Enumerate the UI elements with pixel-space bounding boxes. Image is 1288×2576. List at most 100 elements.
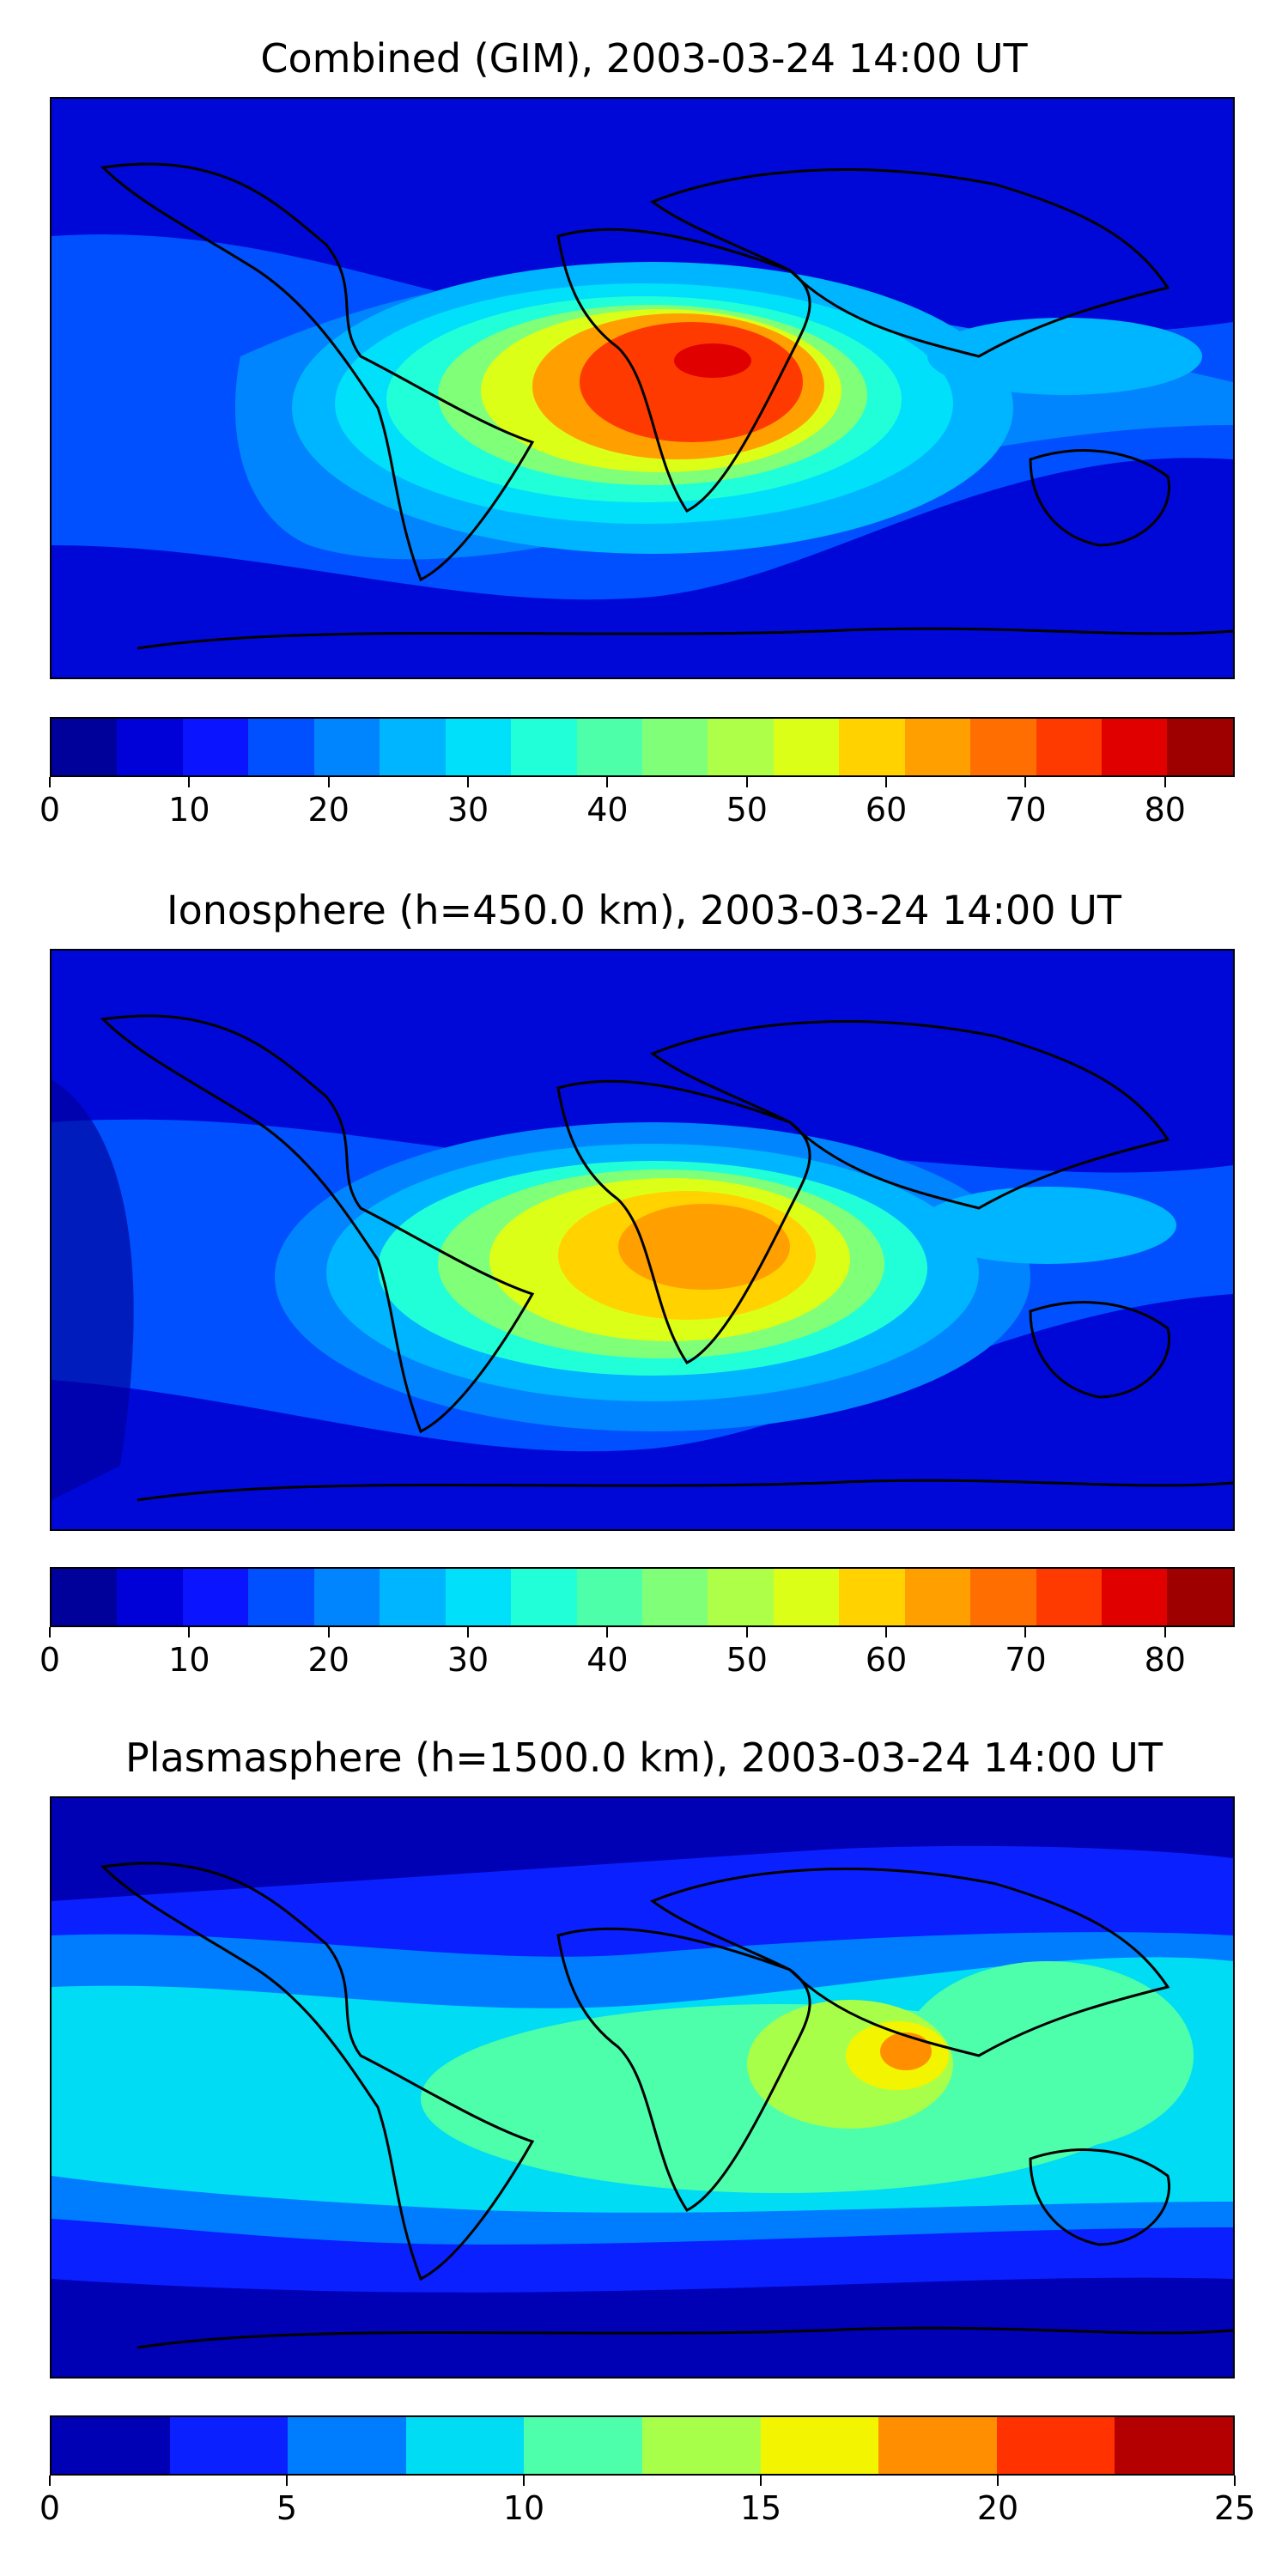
colorbar-segment	[380, 719, 446, 775]
colorbar-tick	[467, 1627, 470, 1637]
colorbar-tick	[745, 1627, 748, 1637]
colorbar-segment	[169, 2417, 289, 2474]
colorbar-segment	[52, 1569, 118, 1625]
colorbar-tick-label: 20	[976, 2489, 1019, 2527]
colorbar-tick-label: 5	[276, 2489, 298, 2527]
colorbar-segment	[117, 1569, 183, 1625]
colorbar-combined	[50, 717, 1235, 777]
colorbar-tick	[188, 1627, 191, 1637]
colorbar-tick	[523, 2476, 525, 2486]
colorbar-tick	[1024, 1627, 1027, 1637]
colorbar-segment	[1036, 1569, 1102, 1625]
colorbar-tick	[327, 1627, 330, 1637]
coastlines	[100, 1014, 1233, 1502]
colorbar-tick	[467, 777, 470, 787]
colorbar-tick-label: 30	[447, 1641, 489, 1679]
colorbar-segment	[380, 1569, 446, 1625]
colorbar-segment	[1102, 1569, 1168, 1625]
colorbar-segment	[904, 719, 971, 775]
colorbar-tick	[760, 2476, 762, 2486]
colorbar-segment	[641, 1569, 708, 1625]
colorbar-segment	[1115, 2417, 1233, 2474]
colorbar-tick-label: 10	[502, 2489, 545, 2527]
colorbar-tick-label: 0	[39, 2489, 61, 2527]
colorbar-tick-label: 60	[865, 791, 908, 829]
colorbar-ticks-combined: 0 10 20 30 40 50 60 70 80	[39, 777, 1235, 829]
colorbar-tick-label: 15	[739, 2489, 782, 2527]
colorbar-tick	[745, 777, 748, 787]
colorbar-tick-label: 20	[307, 791, 349, 829]
map-plasmasphere	[50, 1796, 1235, 2379]
tec-contours	[52, 1079, 1233, 1500]
colorbar-tick	[49, 1627, 51, 1637]
colorbar-segment	[839, 719, 905, 775]
colorbar-segment	[839, 1569, 905, 1625]
colorbar-tick	[327, 777, 330, 787]
colorbar-tick-label: 70	[1005, 791, 1047, 829]
colorbar-tick-label: 50	[726, 791, 768, 829]
colorbar-segment	[511, 719, 577, 775]
colorbar-segment	[1167, 719, 1233, 775]
colorbar-plasmasphere	[50, 2415, 1235, 2476]
colorbar-tick	[997, 2476, 999, 2486]
colorbar-tick	[1024, 777, 1027, 787]
colorbar-tick-label: 20	[307, 1641, 349, 1679]
colorbar-tick-label: 80	[1144, 791, 1186, 829]
colorbar-tick-label: 50	[726, 1641, 768, 1679]
colorbar-segment	[405, 2417, 525, 2474]
colorbar-segment	[641, 719, 708, 775]
map-combined-gim	[50, 97, 1235, 679]
colorbar-segment	[1036, 719, 1102, 775]
colorbar-segment	[708, 719, 774, 775]
coastlines	[100, 1862, 1233, 2349]
colorbar-segment	[313, 719, 380, 775]
colorbar-tick-label: 25	[1213, 2489, 1256, 2527]
colorbar-segment	[182, 1569, 249, 1625]
map-ionosphere	[50, 949, 1235, 1531]
colorbar-segment	[248, 719, 314, 775]
colorbar-segment	[52, 719, 118, 775]
colorbar-segment	[576, 1569, 642, 1625]
colorbar-tick-label: 40	[586, 791, 629, 829]
colorbar-ticks-ionosphere: 0 10 20 30 40 50 60 70 80	[39, 1627, 1235, 1679]
colorbar-segment	[904, 1569, 971, 1625]
colorbar-tick-label: 70	[1005, 1641, 1047, 1679]
coastlines	[100, 162, 1233, 650]
colorbar-tick	[1163, 777, 1166, 787]
colorbar-tick	[606, 1627, 609, 1637]
colorbar-tick-label: 10	[168, 1641, 210, 1679]
colorbar-segment	[445, 1569, 512, 1625]
tec-contours	[52, 1845, 1233, 2293]
colorbar-segment	[773, 1569, 840, 1625]
colorbar-segment	[970, 719, 1036, 775]
colorbar-ticks-plasmasphere: 0 5 10 15 20 25	[39, 2476, 1255, 2527]
colorbar-segment	[248, 1569, 314, 1625]
colorbar-tick	[49, 2476, 51, 2486]
colorbar-tick	[286, 2476, 288, 2486]
colorbar-tick	[188, 777, 191, 787]
colorbar-segment	[1102, 719, 1168, 775]
panel-2-title: Ionosphere (h=450.0 km), 2003-03-24 14:0…	[167, 887, 1121, 933]
colorbar-segment	[117, 719, 183, 775]
colorbar-segment	[576, 719, 642, 775]
colorbar-segment	[511, 1569, 577, 1625]
colorbar-tick	[885, 1627, 888, 1637]
colorbar-segment	[288, 2417, 406, 2474]
colorbar-tick	[1163, 1627, 1166, 1637]
panel-3-title: Plasmasphere (h=1500.0 km), 2003-03-24 1…	[125, 1735, 1163, 1781]
colorbar-segment	[773, 719, 840, 775]
colorbar-tick	[606, 777, 609, 787]
colorbar-tick-label: 60	[865, 1641, 908, 1679]
colorbar-segment	[878, 2417, 997, 2474]
colorbar-tick	[885, 777, 888, 787]
colorbar-tick-label: 0	[39, 791, 61, 829]
colorbar-segment	[1167, 1569, 1233, 1625]
colorbar-tick	[49, 777, 51, 787]
colorbar-ionosphere	[50, 1567, 1235, 1627]
colorbar-segment	[445, 719, 512, 775]
colorbar-segment	[182, 719, 249, 775]
colorbar-segment	[313, 1569, 380, 1625]
panel-1-title: Combined (GIM), 2003-03-24 14:00 UT	[260, 35, 1028, 82]
colorbar-segment	[760, 2417, 879, 2474]
colorbar-segment	[708, 1569, 774, 1625]
